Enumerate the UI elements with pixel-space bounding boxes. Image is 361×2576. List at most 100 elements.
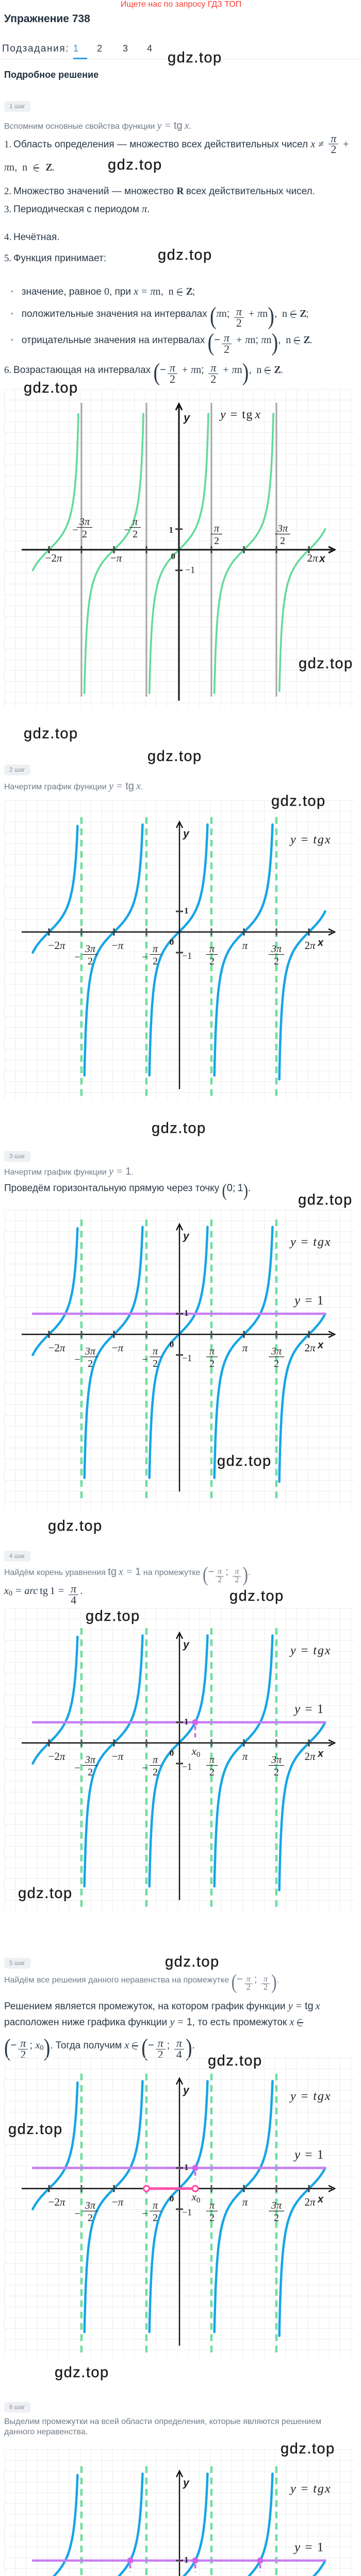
svg-text:x: x (319, 553, 326, 565)
svg-text:−1: −1 (185, 565, 195, 575)
svg-text:π: π (242, 939, 248, 952)
svg-text:2π: 2π (304, 939, 316, 952)
svg-text:−: − (124, 524, 129, 536)
svg-text:y = tgx: y = tgx (289, 1644, 332, 1657)
svg-text:2π: 2π (304, 1342, 316, 1354)
svg-text:π: π (214, 523, 220, 534)
svg-text:π: π (153, 1346, 158, 1357)
svg-text:−: − (142, 2208, 147, 2219)
svg-text:0: 0 (170, 1340, 174, 1349)
svg-text:1: 1 (184, 906, 189, 916)
svg-text:0: 0 (170, 937, 174, 947)
svg-text:2: 2 (88, 2212, 93, 2224)
svg-text:1: 1 (184, 2555, 189, 2565)
svg-text:π: π (242, 2196, 248, 2208)
svg-text:x0: x0 (191, 1745, 201, 1759)
svg-text:−π: −π (112, 1750, 124, 1762)
svg-text:−: − (142, 1762, 147, 1774)
svg-text:−2π: −2π (48, 1342, 65, 1354)
svg-text:2: 2 (274, 1767, 279, 1778)
svg-text:2: 2 (209, 1767, 215, 1778)
svg-text:−2π: −2π (48, 1750, 65, 1762)
svg-text:2: 2 (88, 1767, 93, 1778)
svg-text:π: π (209, 1346, 215, 1357)
svg-text:−: − (74, 2208, 80, 2219)
svg-text:2: 2 (153, 2212, 158, 2224)
svg-text:π: π (209, 1754, 215, 1766)
svg-text:y = 1: y = 1 (293, 1294, 324, 1308)
svg-text:y = 1: y = 1 (293, 1702, 324, 1716)
svg-text:π: π (242, 1342, 248, 1354)
svg-text:1: 1 (169, 525, 174, 535)
svg-text:−2π: −2π (48, 939, 65, 952)
svg-text:3π: 3π (79, 516, 90, 528)
svg-text:2: 2 (274, 1358, 279, 1369)
svg-text:−: − (142, 952, 147, 963)
svg-text:0: 0 (170, 2194, 174, 2204)
svg-text:π: π (242, 1750, 248, 1762)
svg-text:3π: 3π (271, 1754, 282, 1766)
svg-text:2: 2 (209, 956, 215, 967)
svg-text:x: x (317, 1340, 324, 1351)
svg-text:−: − (72, 524, 78, 536)
svg-text:1: 1 (184, 2162, 189, 2172)
svg-text:−: − (74, 1354, 80, 1365)
svg-text:3π: 3π (271, 943, 282, 955)
svg-text:x0: x0 (191, 2191, 201, 2205)
svg-text:y: y (183, 411, 191, 424)
svg-text:y: y (183, 2084, 190, 2096)
svg-text:3π: 3π (85, 1754, 96, 1766)
svg-text:y = tg x: y = tg x (219, 408, 261, 421)
svg-text:y = tgx: y = tgx (289, 833, 332, 846)
svg-text:2π: 2π (307, 552, 318, 564)
svg-text:2: 2 (153, 956, 158, 967)
svg-text:−π: −π (112, 939, 124, 952)
svg-text:y = 1: y = 1 (293, 2540, 324, 2554)
svg-text:1: 1 (184, 1308, 189, 1318)
svg-text:x: x (317, 2194, 324, 2205)
svg-text:2: 2 (88, 1358, 93, 1369)
svg-text:−2π: −2π (45, 552, 62, 564)
svg-text:2: 2 (274, 956, 279, 967)
svg-text:−1: −1 (182, 951, 192, 961)
svg-text:−2π: −2π (48, 2196, 65, 2208)
svg-text:2: 2 (209, 2212, 215, 2224)
svg-text:π: π (153, 2200, 158, 2211)
svg-text:π: π (133, 516, 138, 528)
svg-text:y = 1: y = 1 (293, 2148, 324, 2162)
svg-text:3π: 3π (271, 1346, 282, 1357)
svg-text:3π: 3π (85, 1346, 96, 1357)
svg-text:2: 2 (274, 2212, 279, 2224)
svg-text:−π: −π (112, 1342, 124, 1354)
svg-text:y: y (183, 828, 190, 840)
svg-text:x: x (317, 1748, 324, 1759)
svg-text:0: 0 (170, 1748, 174, 1758)
svg-text:y: y (183, 2477, 190, 2489)
svg-text:2: 2 (280, 535, 285, 547)
svg-text:1: 1 (184, 1717, 189, 1726)
svg-text:x: x (317, 937, 324, 948)
svg-text:3π: 3π (85, 2200, 96, 2211)
svg-text:2: 2 (153, 1767, 158, 1778)
svg-text:2: 2 (88, 956, 93, 967)
svg-text:π: π (209, 2200, 215, 2211)
svg-text:−π: −π (110, 552, 122, 564)
svg-text:−1: −1 (182, 1353, 192, 1363)
svg-text:2: 2 (153, 1358, 158, 1369)
svg-text:2: 2 (133, 529, 138, 540)
svg-text:−: − (142, 1354, 147, 1365)
svg-text:π: π (209, 943, 215, 955)
svg-text:2π: 2π (304, 2196, 316, 2208)
svg-text:y = tgx: y = tgx (289, 2482, 332, 2496)
svg-text:0: 0 (171, 551, 176, 561)
svg-text:3π: 3π (277, 523, 288, 534)
svg-text:y = tgx: y = tgx (289, 1235, 332, 1249)
svg-text:−1: −1 (182, 1761, 192, 1772)
svg-text:y: y (183, 1230, 190, 1242)
svg-text:2: 2 (82, 529, 87, 540)
svg-text:2π: 2π (304, 1750, 316, 1762)
svg-text:2: 2 (209, 1358, 215, 1369)
svg-text:−π: −π (112, 2196, 124, 2208)
svg-text:−: − (74, 952, 80, 963)
svg-text:−: − (74, 1762, 80, 1774)
